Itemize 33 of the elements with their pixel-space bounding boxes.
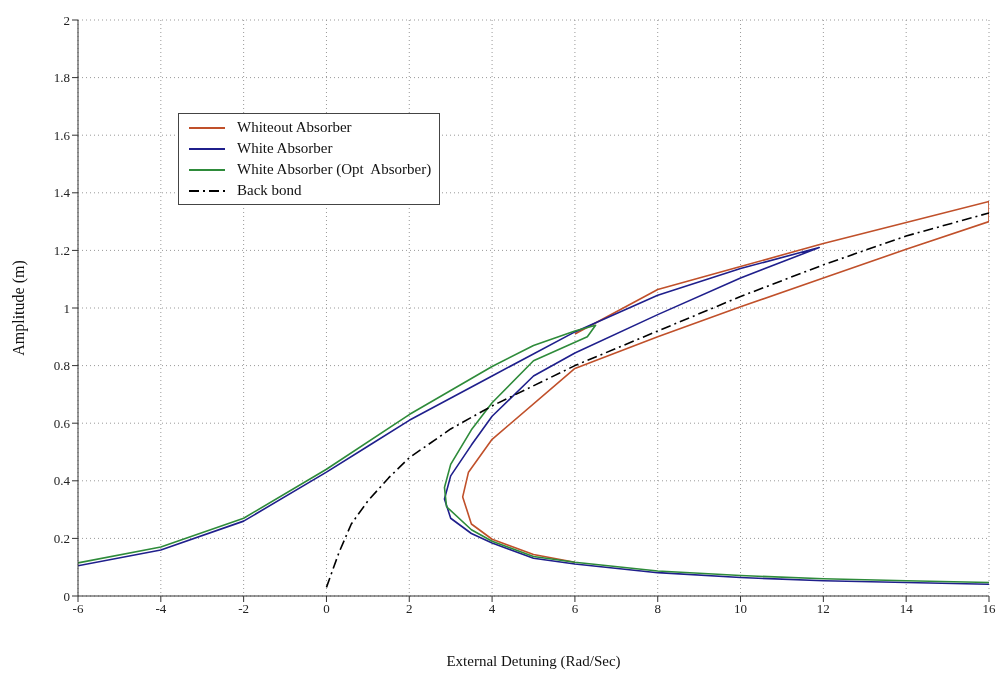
y-tick-label: 2 [63,12,70,28]
y-tick-label: 0 [63,588,70,604]
line-series [325,212,989,589]
x-tick-label: -4 [155,601,167,617]
x-tick-label: 8 [654,601,661,617]
legend-label: Whiteout Absorber [237,118,352,137]
y-tick-label: 1.4 [53,185,71,201]
y-tick-label: 1.2 [53,243,70,259]
line-series [78,324,989,584]
x-tick-label: 4 [488,601,496,617]
x-tick-label: 12 [816,601,830,617]
x-tick-label: 2 [406,601,413,617]
x-tick-label: 10 [734,601,748,617]
legend-label: White Absorber [237,139,333,158]
x-tick-label: 0 [323,601,330,617]
y-tick-label: 1 [63,300,70,316]
y-tick-label: 0.8 [53,358,70,374]
x-tick-label: 16 [982,601,996,617]
x-tick-label: 6 [571,601,579,617]
legend-label: White Absorber (Opt Absorber) [237,160,432,179]
line-series [461,200,989,564]
line-series [78,246,989,585]
legend-label: Back bond [237,181,302,200]
x-tick-label: 14 [899,601,914,617]
x-axis-title: External Detuning (Rad/Sec) [446,653,621,670]
y-axis-title: Amplitude (m) [9,260,28,356]
x-tick-label: -2 [238,601,250,617]
y-tick-label: 0.4 [53,473,71,489]
x-tick-label: -6 [72,601,84,617]
y-tick-label: 0.6 [53,415,71,431]
y-tick-label: 0.2 [53,531,70,547]
y-tick-label: 1.8 [53,70,70,86]
y-tick-label: 1.6 [53,127,71,143]
